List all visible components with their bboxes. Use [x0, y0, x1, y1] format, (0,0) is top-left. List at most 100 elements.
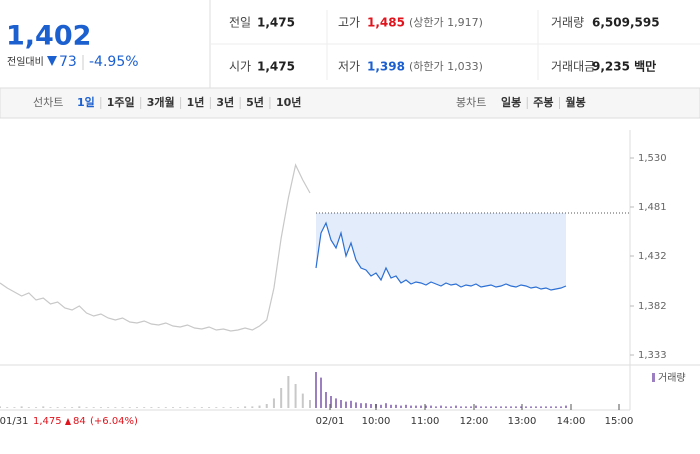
prev-rate: (+6.04%) [90, 416, 138, 427]
volume-bar [440, 405, 442, 408]
y-tick-label: 1,481 [638, 202, 667, 213]
volume-bar [565, 405, 567, 408]
info-label: 고가 [338, 16, 360, 30]
x-tick-label: 11:00 [411, 416, 440, 427]
volume-bar [164, 407, 167, 408]
up-icon [65, 418, 71, 425]
volume-bar [340, 400, 342, 408]
volume-bar [445, 406, 447, 408]
legend-label: 거래량 [658, 372, 686, 384]
volume-bar [78, 406, 81, 408]
price: 1,402 [6, 21, 91, 52]
price-line [315, 221, 567, 291]
info-note: (상한가 1,917) [409, 16, 483, 29]
tab[interactable]: 일봉 [501, 95, 521, 109]
volume-bar [315, 372, 317, 408]
volume-bar [550, 406, 552, 408]
volume-bar [229, 407, 232, 408]
tab[interactable]: 3년 [216, 95, 234, 109]
volume-bar [390, 404, 392, 408]
volume-bar [480, 406, 482, 408]
volume-bar [530, 406, 532, 408]
volume-bar [450, 406, 452, 408]
volume-bar [0, 406, 1, 408]
volume-bar [545, 406, 547, 408]
tab[interactable]: 5년 [246, 95, 264, 109]
tab[interactable]: 10년 [276, 95, 301, 109]
volume-bar [490, 406, 492, 408]
volume-bar [355, 402, 357, 408]
info-label: 거래량 [551, 16, 584, 30]
x-tick-label: 01/31 [0, 416, 28, 427]
volume-bar [425, 405, 427, 408]
volume-bar [186, 407, 189, 408]
volume-bar [380, 404, 382, 408]
volume-bar [42, 406, 45, 408]
volume-bar [35, 407, 38, 408]
tab-group-label: 봉차트 [456, 96, 486, 109]
volume-bar [222, 407, 225, 408]
tab[interactable]: 3개월 [147, 95, 175, 109]
volume-bar [121, 407, 124, 408]
change: 73 [59, 54, 77, 70]
volume-bar [71, 407, 74, 408]
volume-bar [193, 407, 196, 408]
volume-bar [6, 407, 9, 408]
volume-bar [56, 407, 59, 408]
volume-bar [49, 407, 52, 408]
volume-bar [370, 404, 372, 408]
volume-bar [309, 400, 311, 408]
volume-bar [500, 406, 502, 408]
info-value: 1,475 [257, 16, 295, 30]
prev-price: 1,475 [33, 416, 62, 427]
volume-bar [208, 407, 211, 408]
volume-bar [555, 406, 557, 408]
tab[interactable]: 주봉 [533, 96, 553, 109]
price-line [0, 163, 311, 332]
volume-bar [258, 405, 261, 408]
volume-bar [99, 407, 102, 408]
volume-bar [460, 406, 462, 408]
info-label: 시가 [229, 60, 251, 74]
volume-bar [510, 406, 512, 408]
info-value: 1,398 [367, 60, 405, 74]
prev-change: 84 [73, 416, 86, 427]
info-value: 1,485 [367, 16, 405, 30]
info-value: 9,235 백만 [592, 59, 656, 74]
volume-bar [287, 376, 290, 408]
tab[interactable]: 1일 [77, 95, 95, 109]
volume-bar [135, 407, 138, 408]
volume-bar [265, 404, 268, 408]
volume-bar [280, 388, 283, 408]
volume-bar [540, 406, 542, 408]
volume-bar [172, 407, 175, 408]
y-tick-label: 1,530 [638, 153, 667, 164]
down-icon [47, 56, 57, 66]
volume-bar [365, 403, 367, 408]
volume-bar [179, 407, 182, 408]
info-value: 6,509,595 [592, 16, 660, 30]
x-tick-label: 12:00 [460, 416, 489, 427]
volume-bar [150, 407, 153, 408]
volume-bar [405, 404, 407, 408]
tab[interactable]: 월봉 [566, 95, 586, 109]
volume-bar [465, 406, 467, 408]
volume-bar [360, 403, 362, 408]
volume-bar [63, 407, 66, 408]
tab[interactable]: 1년 [187, 95, 205, 109]
volume-bar [236, 407, 239, 408]
volume-bar [251, 406, 254, 408]
volume-bar [520, 406, 522, 408]
volume-bar [495, 406, 497, 408]
volume-bar [345, 401, 347, 408]
volume-bar [92, 407, 95, 408]
volume-bar [294, 384, 297, 408]
volume-bar [485, 406, 487, 408]
volume-bar [350, 400, 352, 408]
change-rate: -4.95% [89, 54, 139, 70]
volume-bar [395, 404, 397, 408]
volume-bar [215, 407, 218, 408]
volume-bar [200, 407, 203, 408]
tab[interactable]: 1주일 [107, 95, 135, 109]
